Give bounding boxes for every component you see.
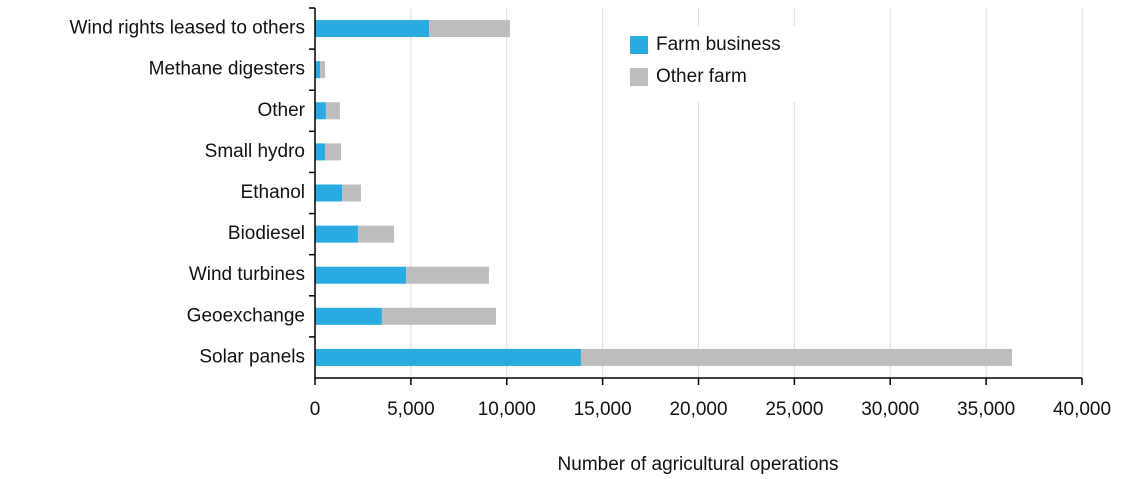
x-tick-label: 35,000 [957, 399, 1015, 420]
x-tick-label: 40,000 [1053, 399, 1111, 420]
bar-segment [315, 184, 343, 202]
y-tick-label: Small hydro [205, 141, 305, 162]
x-tick-label: 20,000 [669, 399, 727, 420]
x-axis-title: Number of agricultural operations [558, 454, 839, 475]
y-tick-label: Ethanol [241, 182, 305, 203]
bar-segment [315, 225, 358, 243]
y-tick-label: Other [257, 100, 305, 121]
x-tick-label: 10,000 [478, 399, 536, 420]
legend-label: Other farm [656, 66, 747, 87]
bar-segment [357, 225, 395, 243]
y-tick-label: Biodiesel [228, 223, 305, 244]
legend-swatch [630, 68, 648, 86]
bar-segment [315, 307, 382, 325]
y-tick-label: Methane digesters [149, 59, 305, 80]
bar-segment [406, 266, 489, 284]
x-tick-label: 30,000 [861, 399, 919, 420]
bar-segment [580, 348, 1013, 366]
y-tick-label: Solar panels [199, 346, 305, 367]
bar-segment [381, 307, 497, 325]
bar-segment [319, 61, 325, 79]
bar-segment [315, 348, 581, 366]
bar-segment [429, 20, 511, 38]
bar-segment [315, 143, 325, 161]
bar-segment [315, 61, 320, 79]
x-tick-label: 25,000 [765, 399, 823, 420]
bar-segment [315, 266, 407, 284]
x-tick-label: 5,000 [387, 399, 435, 420]
bar-segment [315, 102, 326, 120]
y-tick-label: Wind turbines [189, 264, 305, 285]
bar-segment [324, 143, 342, 161]
bar-segment [315, 20, 430, 38]
legend-label: Farm business [656, 34, 781, 55]
legend-swatch [630, 36, 648, 54]
y-tick-label: Wind rights leased to others [69, 18, 305, 39]
x-tick-label: 0 [310, 399, 321, 420]
x-tick-label: 15,000 [574, 399, 632, 420]
bar-segment [325, 102, 340, 120]
bar-segment [342, 184, 362, 202]
y-tick-label: Geoexchange [187, 305, 305, 326]
